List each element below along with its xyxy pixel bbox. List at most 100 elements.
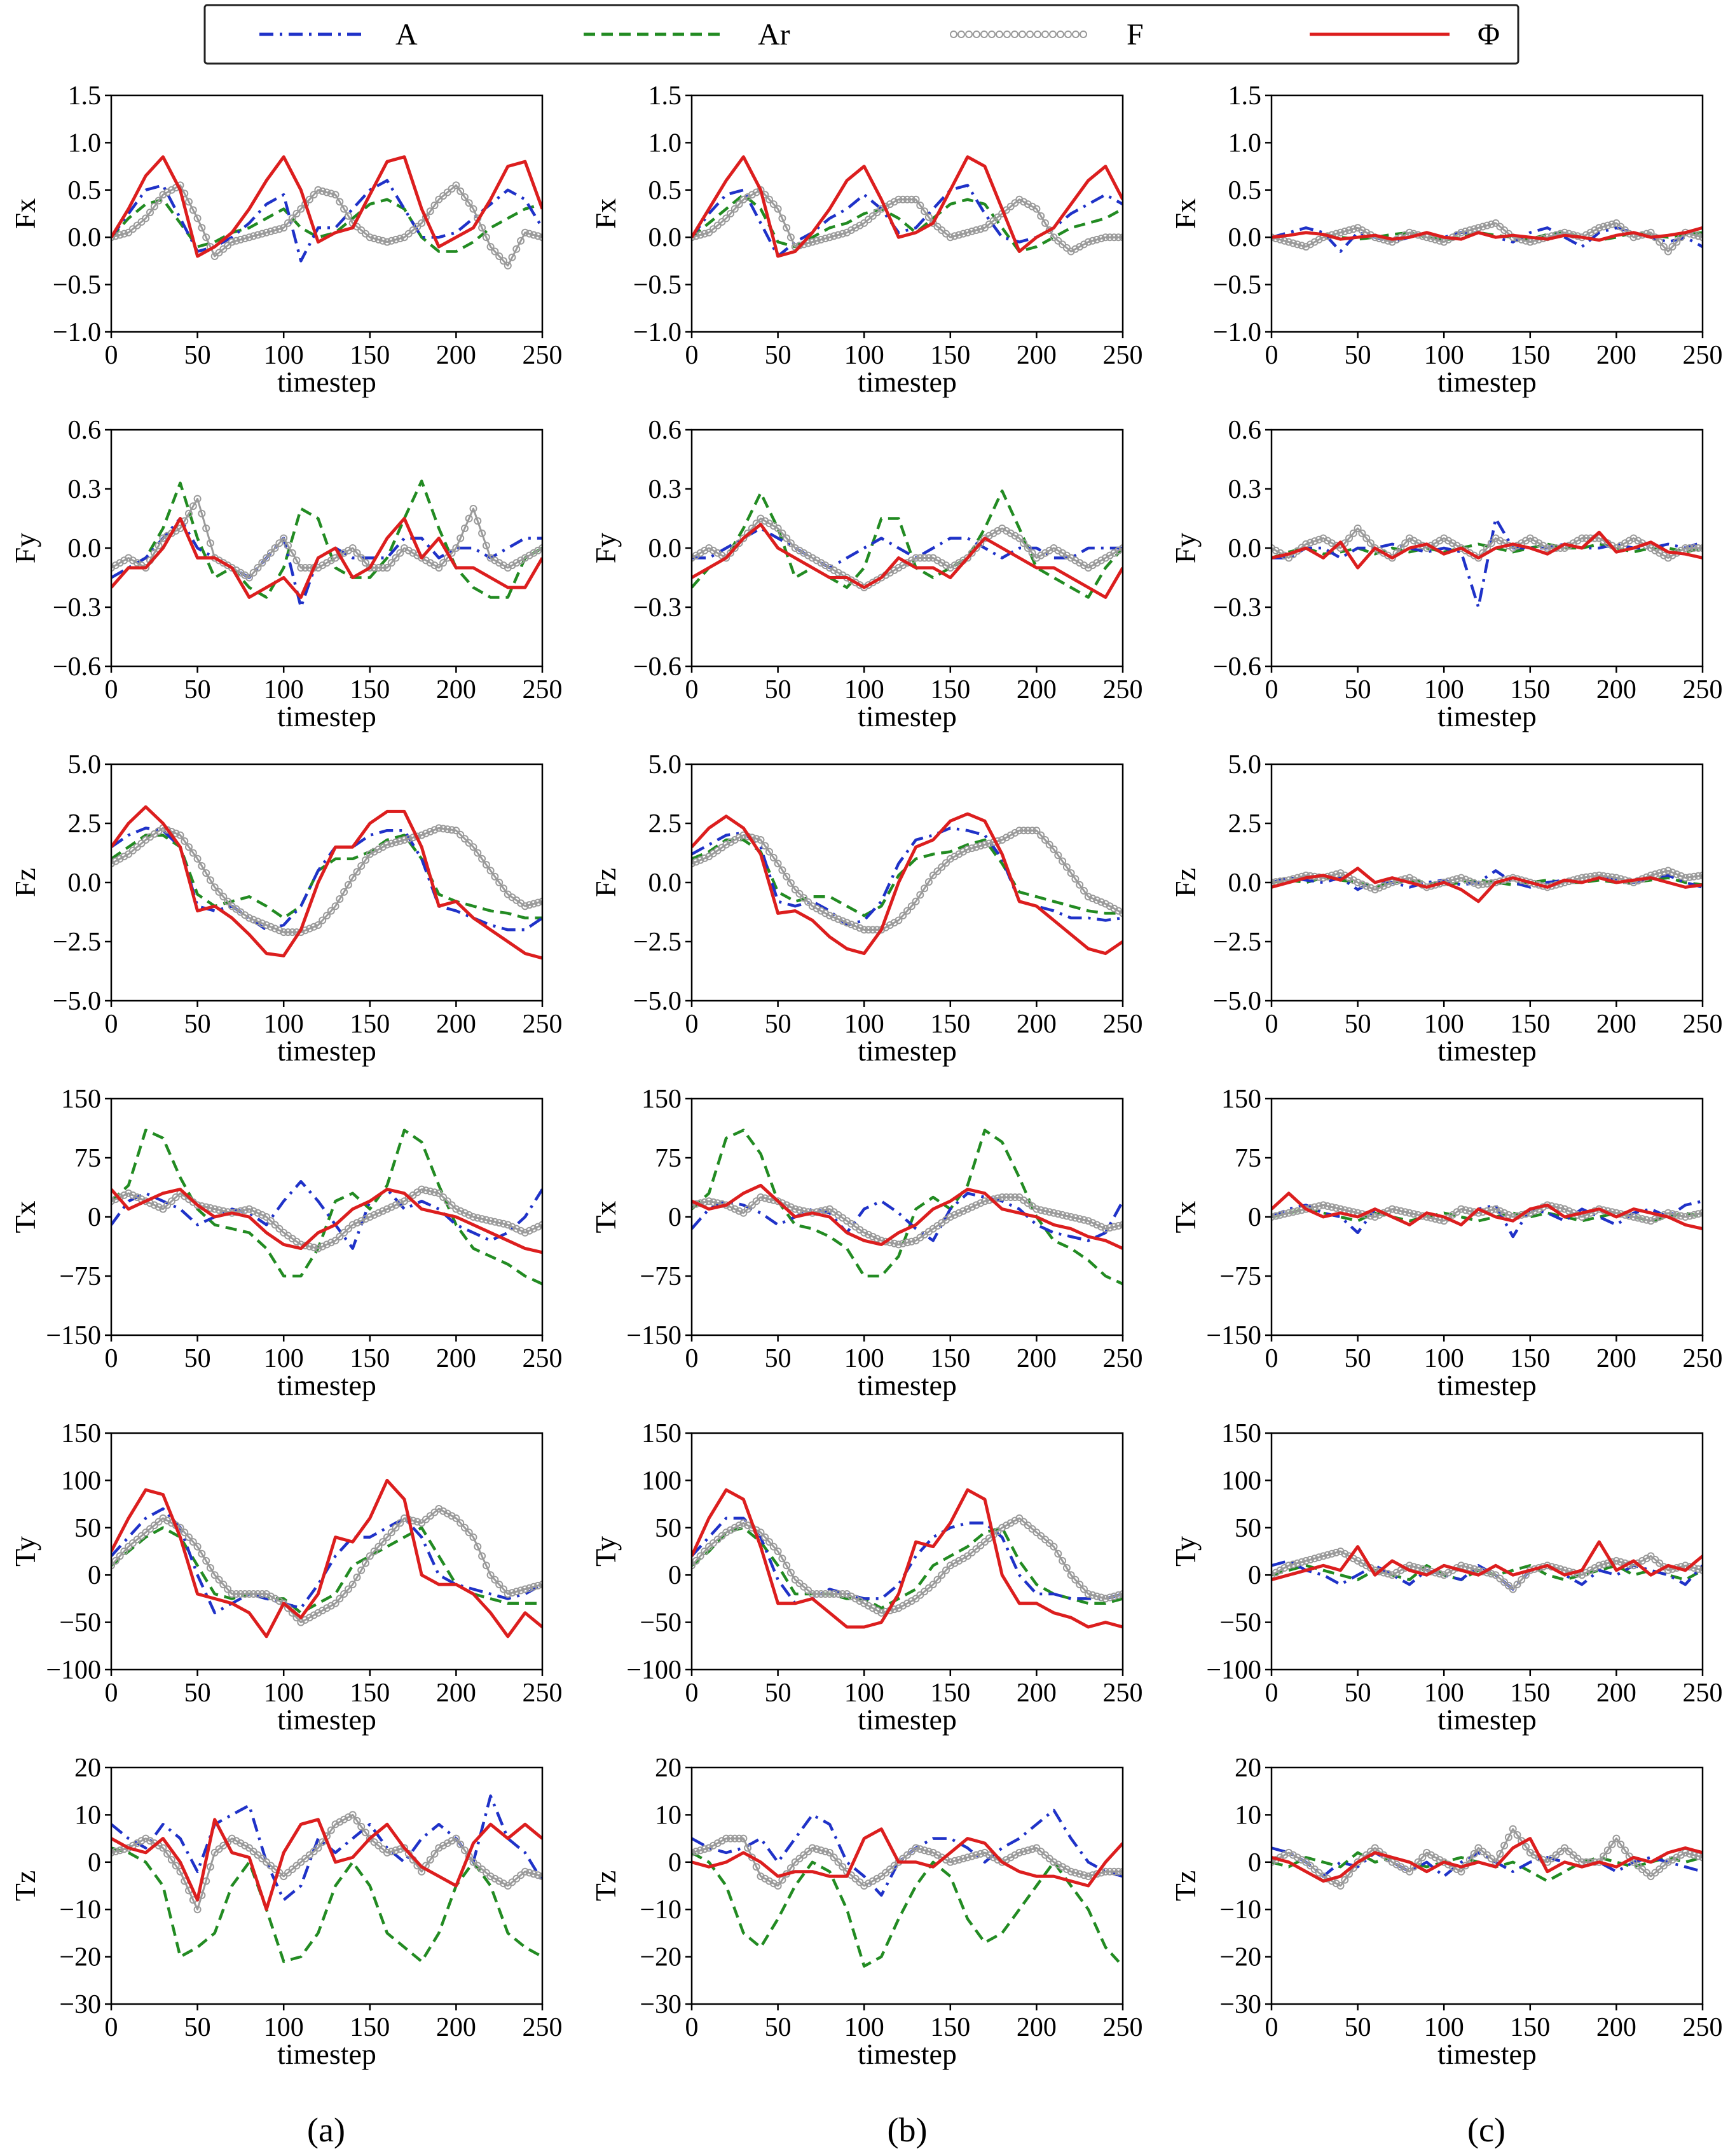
x-tick-label: 50	[184, 1344, 211, 1373]
series-F-marker	[1629, 1213, 1638, 1221]
x-axis-label: timestep	[858, 1703, 957, 1736]
series-F-marker	[929, 871, 937, 879]
series-F-marker	[1336, 1882, 1345, 1890]
x-tick-label: 250	[1683, 1010, 1723, 1039]
series-F-marker	[336, 1233, 344, 1240]
series-F-marker	[1660, 868, 1668, 876]
series-F-marker	[327, 1239, 335, 1247]
series-F-marker	[241, 1206, 249, 1214]
series-F-marker	[1336, 228, 1345, 237]
y-axis-label: Tx	[9, 1200, 41, 1233]
series-F-marker	[752, 1863, 760, 1871]
series-F-marker	[972, 226, 980, 234]
series-F-marker	[1293, 1853, 1301, 1862]
series-F-marker	[1375, 884, 1383, 892]
x-tick-label: 250	[1683, 341, 1723, 370]
series-F-marker	[430, 826, 439, 834]
series-F-marker	[1084, 893, 1092, 901]
series-F-marker	[111, 1848, 115, 1857]
series-F-marker	[1093, 1592, 1101, 1600]
series-F-marker	[1032, 827, 1041, 835]
series-F-marker	[379, 1207, 387, 1215]
series-F-marker	[456, 1207, 465, 1215]
series-F-marker	[1110, 233, 1118, 242]
series-F-marker	[159, 1844, 167, 1852]
y-tick-label: 0.6	[648, 416, 682, 445]
x-tick-label: 200	[1596, 1344, 1636, 1373]
series-F-marker	[739, 1834, 748, 1843]
series-F-marker	[280, 928, 288, 937]
series-F-marker	[1656, 869, 1664, 877]
series-F-marker	[1612, 1556, 1621, 1565]
series-F-marker	[1668, 1210, 1677, 1218]
series-F-marker	[739, 195, 748, 203]
series-F-marker	[786, 1203, 795, 1211]
series-F-marker	[310, 1244, 318, 1251]
x-tick-label: 200	[1017, 1010, 1057, 1039]
series-F-marker	[1600, 1560, 1608, 1569]
series-F-marker	[1106, 1224, 1114, 1232]
series-F-marker	[1462, 1206, 1470, 1214]
series-F-marker	[495, 252, 504, 260]
series-F-marker	[396, 1199, 404, 1207]
x-axis-label: timestep	[277, 700, 376, 732]
series-F-marker	[146, 1837, 154, 1845]
series-F-marker	[327, 1826, 335, 1834]
x-axis-label: timestep	[277, 1703, 376, 1736]
y-tick-label: 20	[74, 1754, 101, 1783]
y-tick-label: −0.6	[633, 652, 682, 682]
series-F-marker	[474, 1214, 482, 1222]
series-F-marker	[1050, 1858, 1058, 1866]
x-tick-label: 50	[765, 341, 792, 370]
series-F-marker	[1097, 1593, 1106, 1602]
x-tick-label: 0	[685, 2013, 699, 2042]
series-F-marker	[924, 213, 933, 221]
series-F-marker	[1015, 195, 1024, 203]
series-F-marker	[1071, 245, 1080, 253]
series-F-marker	[534, 232, 542, 240]
series-F-marker	[284, 219, 292, 227]
y-tick-label: −150	[46, 1321, 101, 1350]
plot-frame	[690, 763, 1124, 1002]
series-F-marker	[1582, 534, 1590, 542]
series-F-marker	[517, 1586, 525, 1595]
series-group	[1272, 1540, 1703, 1593]
series-F-marker	[903, 1599, 911, 1607]
y-tick-label: −100	[46, 1656, 101, 1685]
series-F-marker	[1681, 874, 1689, 882]
legend-label-Phi: Φ	[1478, 18, 1500, 51]
y-tick-label: −10	[59, 1895, 101, 1925]
x-tick-label: 150	[930, 1679, 970, 1708]
y-tick-label: 75	[1235, 1144, 1261, 1173]
series-F-marker	[491, 1218, 499, 1226]
legend-frame	[203, 4, 1519, 65]
series-group	[692, 1488, 1123, 1629]
series-F-marker	[963, 228, 971, 237]
series-F-marker	[1608, 1840, 1616, 1848]
series-F-marker	[1067, 869, 1075, 877]
x-tick-label: 50	[1345, 341, 1371, 370]
series-F-marker	[439, 825, 448, 833]
x-tick-label: 200	[436, 2013, 476, 2042]
series-F-marker	[1071, 875, 1080, 883]
series-F-marker	[1392, 1569, 1401, 1577]
series-F-marker	[401, 1844, 408, 1852]
series-F-marker	[275, 1597, 284, 1605]
series-F-marker	[478, 1215, 486, 1223]
y-tick-label: 0.6	[68, 416, 102, 445]
series-F-marker	[383, 841, 391, 849]
series-F-marker	[1397, 1207, 1405, 1215]
series-F-marker	[396, 1519, 404, 1527]
series-F-marker	[370, 848, 378, 856]
x-tick-label: 200	[436, 1344, 476, 1373]
x-tick-label: 250	[523, 1344, 563, 1373]
series-F-marker	[396, 549, 404, 557]
subplot-b-Fy: 0 50 100 150 200 250 timestep −0.6 −0.3 0.0 0.3 0.6…	[589, 416, 1143, 732]
series-F-marker	[396, 837, 404, 845]
series-F-marker	[1681, 1213, 1689, 1221]
y-axis-label: Ty	[589, 1536, 622, 1567]
series-F-marker	[478, 1552, 486, 1560]
series-F-marker	[374, 845, 383, 853]
series-F-marker	[735, 1834, 743, 1843]
series-F-marker	[288, 214, 296, 223]
